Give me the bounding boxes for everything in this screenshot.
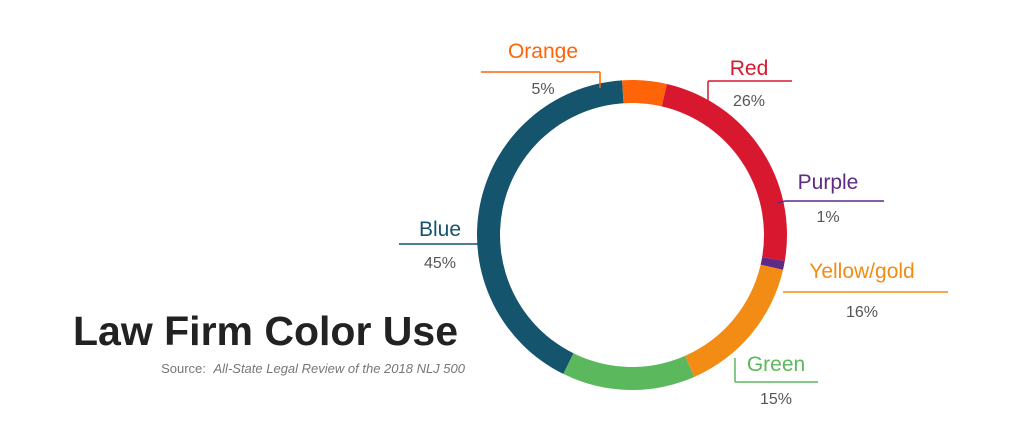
donut-slices: [477, 80, 788, 390]
label-orange: Orange: [508, 40, 578, 63]
source-citation: All-State Legal Review of the 2018 NLJ 5…: [213, 361, 466, 376]
label-blue: Blue: [419, 218, 461, 241]
value-green: 15%: [760, 391, 792, 408]
label-green: Green: [747, 353, 805, 376]
slice-labels: Red 26% Purple 1% Yellow/gold 16% Green 15% Blue…: [419, 40, 915, 408]
slice-yellow-gold: [684, 264, 784, 377]
slice-blue: [477, 80, 624, 374]
value-red: 26%: [733, 93, 765, 110]
slice-purple: [760, 257, 785, 270]
value-purple: 1%: [816, 209, 839, 226]
leader-connector-purple: [777, 200, 786, 204]
slice-orange: [622, 80, 667, 107]
label-yellow-gold: Yellow/gold: [809, 260, 914, 283]
source-prefix: Source:: [161, 361, 206, 376]
value-blue: 45%: [424, 255, 456, 272]
chart-source: Source: All-State Legal Review of the 20…: [161, 361, 466, 376]
label-leaders: [399, 71, 948, 383]
label-purple: Purple: [798, 171, 859, 194]
label-red: Red: [730, 57, 769, 80]
chart-title: Law Firm Color Use: [73, 308, 458, 354]
value-orange: 5%: [531, 81, 554, 98]
value-yellow-gold: 16%: [846, 304, 878, 321]
slice-red: [661, 83, 788, 262]
slice-green: [563, 353, 695, 390]
